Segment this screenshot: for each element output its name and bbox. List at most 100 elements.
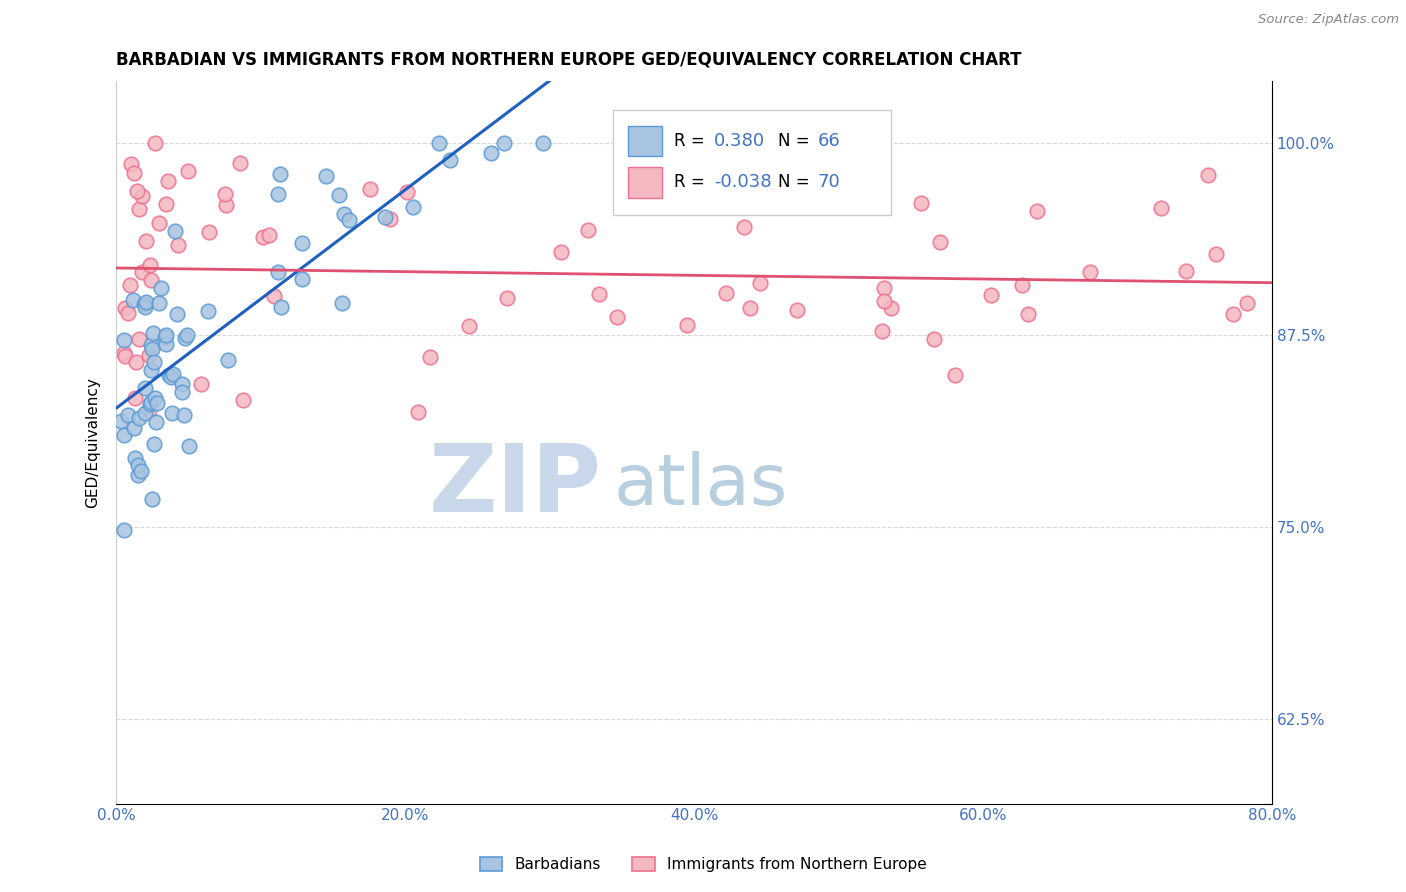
- Point: [550, 245, 572, 260]
- Point: [1011, 277, 1033, 292]
- Point: [125, 184, 148, 198]
- Point: [675, 318, 697, 332]
- Point: [177, 439, 200, 453]
- Legend: Barbadians, Immigrants from Northern Europe: Barbadians, Immigrants from Northern Eur…: [472, 849, 934, 880]
- Point: [139, 363, 162, 377]
- Text: R =: R =: [675, 132, 710, 150]
- Point: [378, 212, 401, 227]
- Point: [457, 318, 479, 333]
- Point: [148, 216, 170, 230]
- Text: ZIP: ZIP: [429, 440, 602, 532]
- Point: [114, 523, 136, 537]
- Point: [163, 224, 186, 238]
- Point: [928, 235, 950, 249]
- Point: [333, 207, 356, 221]
- Point: [176, 328, 198, 343]
- Point: [269, 168, 291, 182]
- Point: [315, 169, 337, 183]
- Point: [138, 348, 160, 362]
- Point: [146, 396, 169, 410]
- Point: [162, 406, 184, 420]
- Point: [141, 491, 163, 506]
- Point: [128, 332, 150, 346]
- Point: [190, 377, 212, 392]
- Point: [291, 235, 314, 250]
- Point: [328, 187, 350, 202]
- Point: [155, 197, 177, 211]
- Point: [155, 336, 177, 351]
- Point: [166, 307, 188, 321]
- Text: BARBADIAN VS IMMIGRANTS FROM NORTHERN EUROPE GED/EQUIVALENCY CORRELATION CHART: BARBADIAN VS IMMIGRANTS FROM NORTHERN EU…: [117, 51, 1022, 69]
- Point: [145, 415, 167, 429]
- Point: [112, 428, 135, 442]
- Point: [112, 345, 135, 359]
- Point: [117, 306, 139, 320]
- Text: N =: N =: [779, 132, 815, 150]
- Point: [131, 188, 153, 202]
- Text: -0.038: -0.038: [714, 173, 772, 192]
- Point: [374, 210, 396, 224]
- Point: [1078, 265, 1101, 279]
- FancyBboxPatch shape: [628, 168, 662, 198]
- Point: [263, 288, 285, 302]
- Point: [139, 259, 162, 273]
- Point: [439, 153, 461, 167]
- Point: [138, 397, 160, 411]
- Point: [749, 276, 772, 290]
- Point: [1205, 246, 1227, 260]
- Point: [132, 297, 155, 311]
- Point: [270, 301, 292, 315]
- Point: [134, 381, 156, 395]
- Point: [143, 136, 166, 150]
- Point: [117, 409, 139, 423]
- Point: [134, 406, 156, 420]
- Point: [114, 349, 136, 363]
- Point: [880, 301, 903, 316]
- Point: [267, 187, 290, 202]
- Point: [291, 272, 314, 286]
- Point: [124, 451, 146, 466]
- Point: [943, 368, 966, 382]
- Point: [122, 293, 145, 308]
- Point: [127, 458, 149, 473]
- Point: [172, 377, 194, 392]
- Point: [910, 196, 932, 211]
- Point: [395, 185, 418, 199]
- Point: [576, 223, 599, 237]
- Point: [155, 328, 177, 343]
- Point: [402, 200, 425, 214]
- Point: [122, 421, 145, 435]
- Point: [156, 174, 179, 188]
- Point: [359, 182, 381, 196]
- Point: [162, 368, 184, 382]
- Point: [492, 136, 515, 150]
- Point: [112, 333, 135, 347]
- Point: [149, 280, 172, 294]
- Point: [606, 310, 628, 325]
- Point: [174, 331, 197, 345]
- Point: [1017, 307, 1039, 321]
- Text: 0.380: 0.380: [714, 132, 765, 150]
- Point: [141, 342, 163, 356]
- Point: [1150, 201, 1173, 215]
- Point: [128, 411, 150, 425]
- Point: [148, 296, 170, 310]
- Point: [733, 220, 755, 235]
- Point: [118, 278, 141, 293]
- Point: [125, 355, 148, 369]
- Point: [135, 295, 157, 310]
- Point: [1236, 296, 1258, 310]
- Y-axis label: GED/Equivalency: GED/Equivalency: [86, 377, 100, 508]
- Point: [139, 273, 162, 287]
- Point: [531, 136, 554, 150]
- Point: [142, 355, 165, 369]
- Point: [980, 288, 1002, 302]
- Point: [134, 300, 156, 314]
- Point: [427, 136, 450, 150]
- Point: [330, 296, 353, 310]
- Point: [127, 467, 149, 482]
- Point: [177, 164, 200, 178]
- Text: Source: ZipAtlas.com: Source: ZipAtlas.com: [1258, 13, 1399, 27]
- Point: [114, 301, 136, 316]
- Point: [160, 370, 183, 384]
